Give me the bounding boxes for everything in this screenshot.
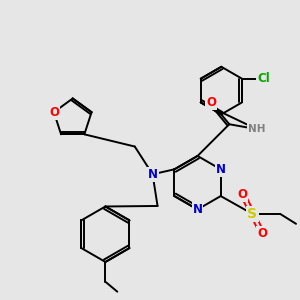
Text: N: N <box>216 163 226 176</box>
Text: N: N <box>148 168 158 181</box>
Text: Cl: Cl <box>257 72 270 85</box>
Text: N: N <box>193 203 202 216</box>
Text: O: O <box>206 96 216 109</box>
Text: S: S <box>248 207 257 221</box>
Text: O: O <box>257 227 267 240</box>
Text: O: O <box>238 188 248 201</box>
Text: O: O <box>49 106 59 119</box>
Text: NH: NH <box>248 124 266 134</box>
